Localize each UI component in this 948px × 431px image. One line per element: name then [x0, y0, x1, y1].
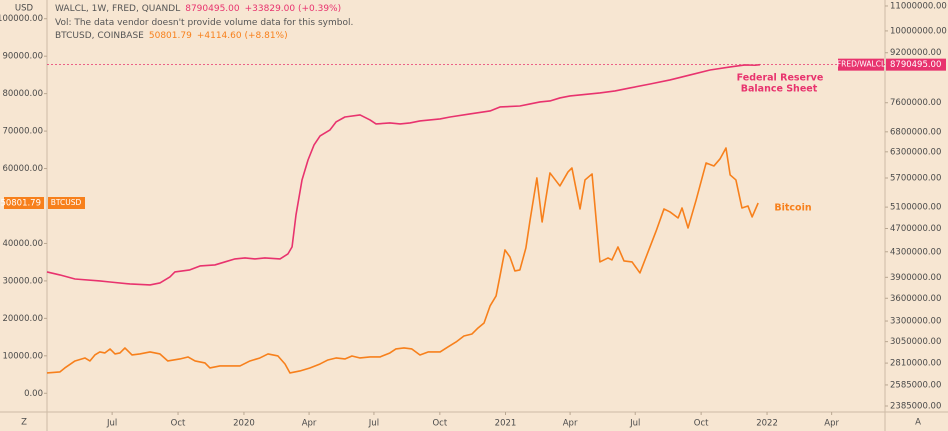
y-axis-unit: USD — [15, 4, 34, 14]
x-tick-label: 2022 — [756, 419, 778, 429]
x-tick-label: Jul — [629, 419, 640, 429]
last-value-label: 50801.79 — [0, 198, 41, 208]
y2-tick-label: 10000000.00 — [890, 26, 947, 36]
y-tick-label: 40000.00 — [2, 239, 43, 249]
last-value-label: 8790495.00 — [890, 60, 941, 70]
y2-tick-label: 9200000.00 — [890, 48, 941, 58]
series-line — [46, 147, 759, 374]
note: Vol: The data vendor doesn't provide vol… — [55, 17, 354, 28]
y-tick-label: 60000.00 — [2, 164, 43, 174]
y2-tick-label: 4700000.00 — [890, 224, 941, 234]
y-tick-label: 0.00 — [24, 389, 43, 399]
legend-row: BTCUSD, COINBASE 50801.79 +4114.60 (+8.81%… — [55, 30, 358, 44]
y2-tick-label: 3900000.00 — [890, 273, 941, 283]
y2-tick-label: 6300000.00 — [890, 147, 941, 157]
last-value: 50801.79 — [148, 31, 192, 41]
last-value-box — [886, 58, 946, 71]
legend-row: Vol: The data vendor doesn't provide vol… — [55, 17, 358, 31]
y-tick-label: 20000.00 — [2, 314, 43, 324]
y2-tick-label: 6800000.00 — [890, 127, 941, 137]
y2-tick-label: 3300000.00 — [890, 317, 941, 327]
y2-tick-label: 2585000.00 — [890, 380, 941, 390]
y-tick-label: 80000.00 — [2, 89, 43, 99]
symbol: WALCL, 1W, FRED, QUANDL — [55, 4, 181, 14]
change: +4114.60 (+8.81%) — [196, 31, 288, 41]
x-tick-label: Oct — [171, 419, 186, 429]
y2-tick-label: 5100000.00 — [890, 203, 941, 213]
annotation: Federal Reserve — [737, 73, 824, 84]
series-tag: FRED/WALCL — [837, 60, 886, 69]
y2-tick-label: 2385000.00 — [890, 402, 941, 412]
series-tag-box — [838, 58, 884, 71]
legend: WALCL, 1W, FRED, QUANDL 8790495.00 +33829.… — [55, 3, 358, 44]
annotation: Balance Sheet — [741, 84, 818, 95]
x-tick-label: Apr — [824, 419, 839, 429]
x-tick-label: Jul — [106, 419, 117, 429]
y-tick-label: 70000.00 — [2, 127, 43, 137]
y2-tick-label: 2810000.00 — [890, 359, 941, 369]
series-line — [46, 63, 761, 286]
y2-tick-label: 3600000.00 — [890, 294, 941, 304]
change: +33829.00 (+0.39%) — [244, 4, 342, 14]
series-tag-box — [48, 196, 85, 209]
symbol: BTCUSD, COINBASE — [55, 31, 144, 41]
y-tick-label: 90000.00 — [2, 52, 43, 62]
last-value: 8790495.00 — [185, 4, 240, 14]
x-tick-label: 2021 — [495, 419, 517, 429]
y-tick-label: 30000.00 — [2, 276, 43, 286]
series-tag: BTCUSD — [51, 198, 82, 207]
x-tick-label: Apr — [302, 419, 317, 429]
y2-tick-label: 11000000.00 — [890, 1, 947, 11]
x-tick-label: Oct — [694, 419, 709, 429]
y2-tick-label: 3050000.00 — [890, 337, 941, 347]
x-tick-label: 2020 — [233, 419, 255, 429]
toolbar-button[interactable]: A — [915, 418, 921, 428]
x-tick-label: Apr — [563, 419, 578, 429]
last-value-box — [4, 196, 44, 209]
y2-tick-label: 4300000.00 — [890, 247, 941, 257]
x-tick-label: Jul — [368, 419, 379, 429]
annotation: Bitcoin — [774, 203, 811, 214]
legend-row: WALCL, 1W, FRED, QUANDL 8790495.00 +33829.… — [55, 3, 358, 17]
y-tick-label: 100000.00 — [0, 14, 43, 24]
y-tick-label: 10000.00 — [2, 351, 43, 361]
toolbar-button[interactable]: Z — [21, 418, 27, 428]
y2-tick-label: 7600000.00 — [890, 98, 941, 108]
x-tick-label: Oct — [432, 419, 447, 429]
y2-tick-label: 5700000.00 — [890, 174, 941, 184]
